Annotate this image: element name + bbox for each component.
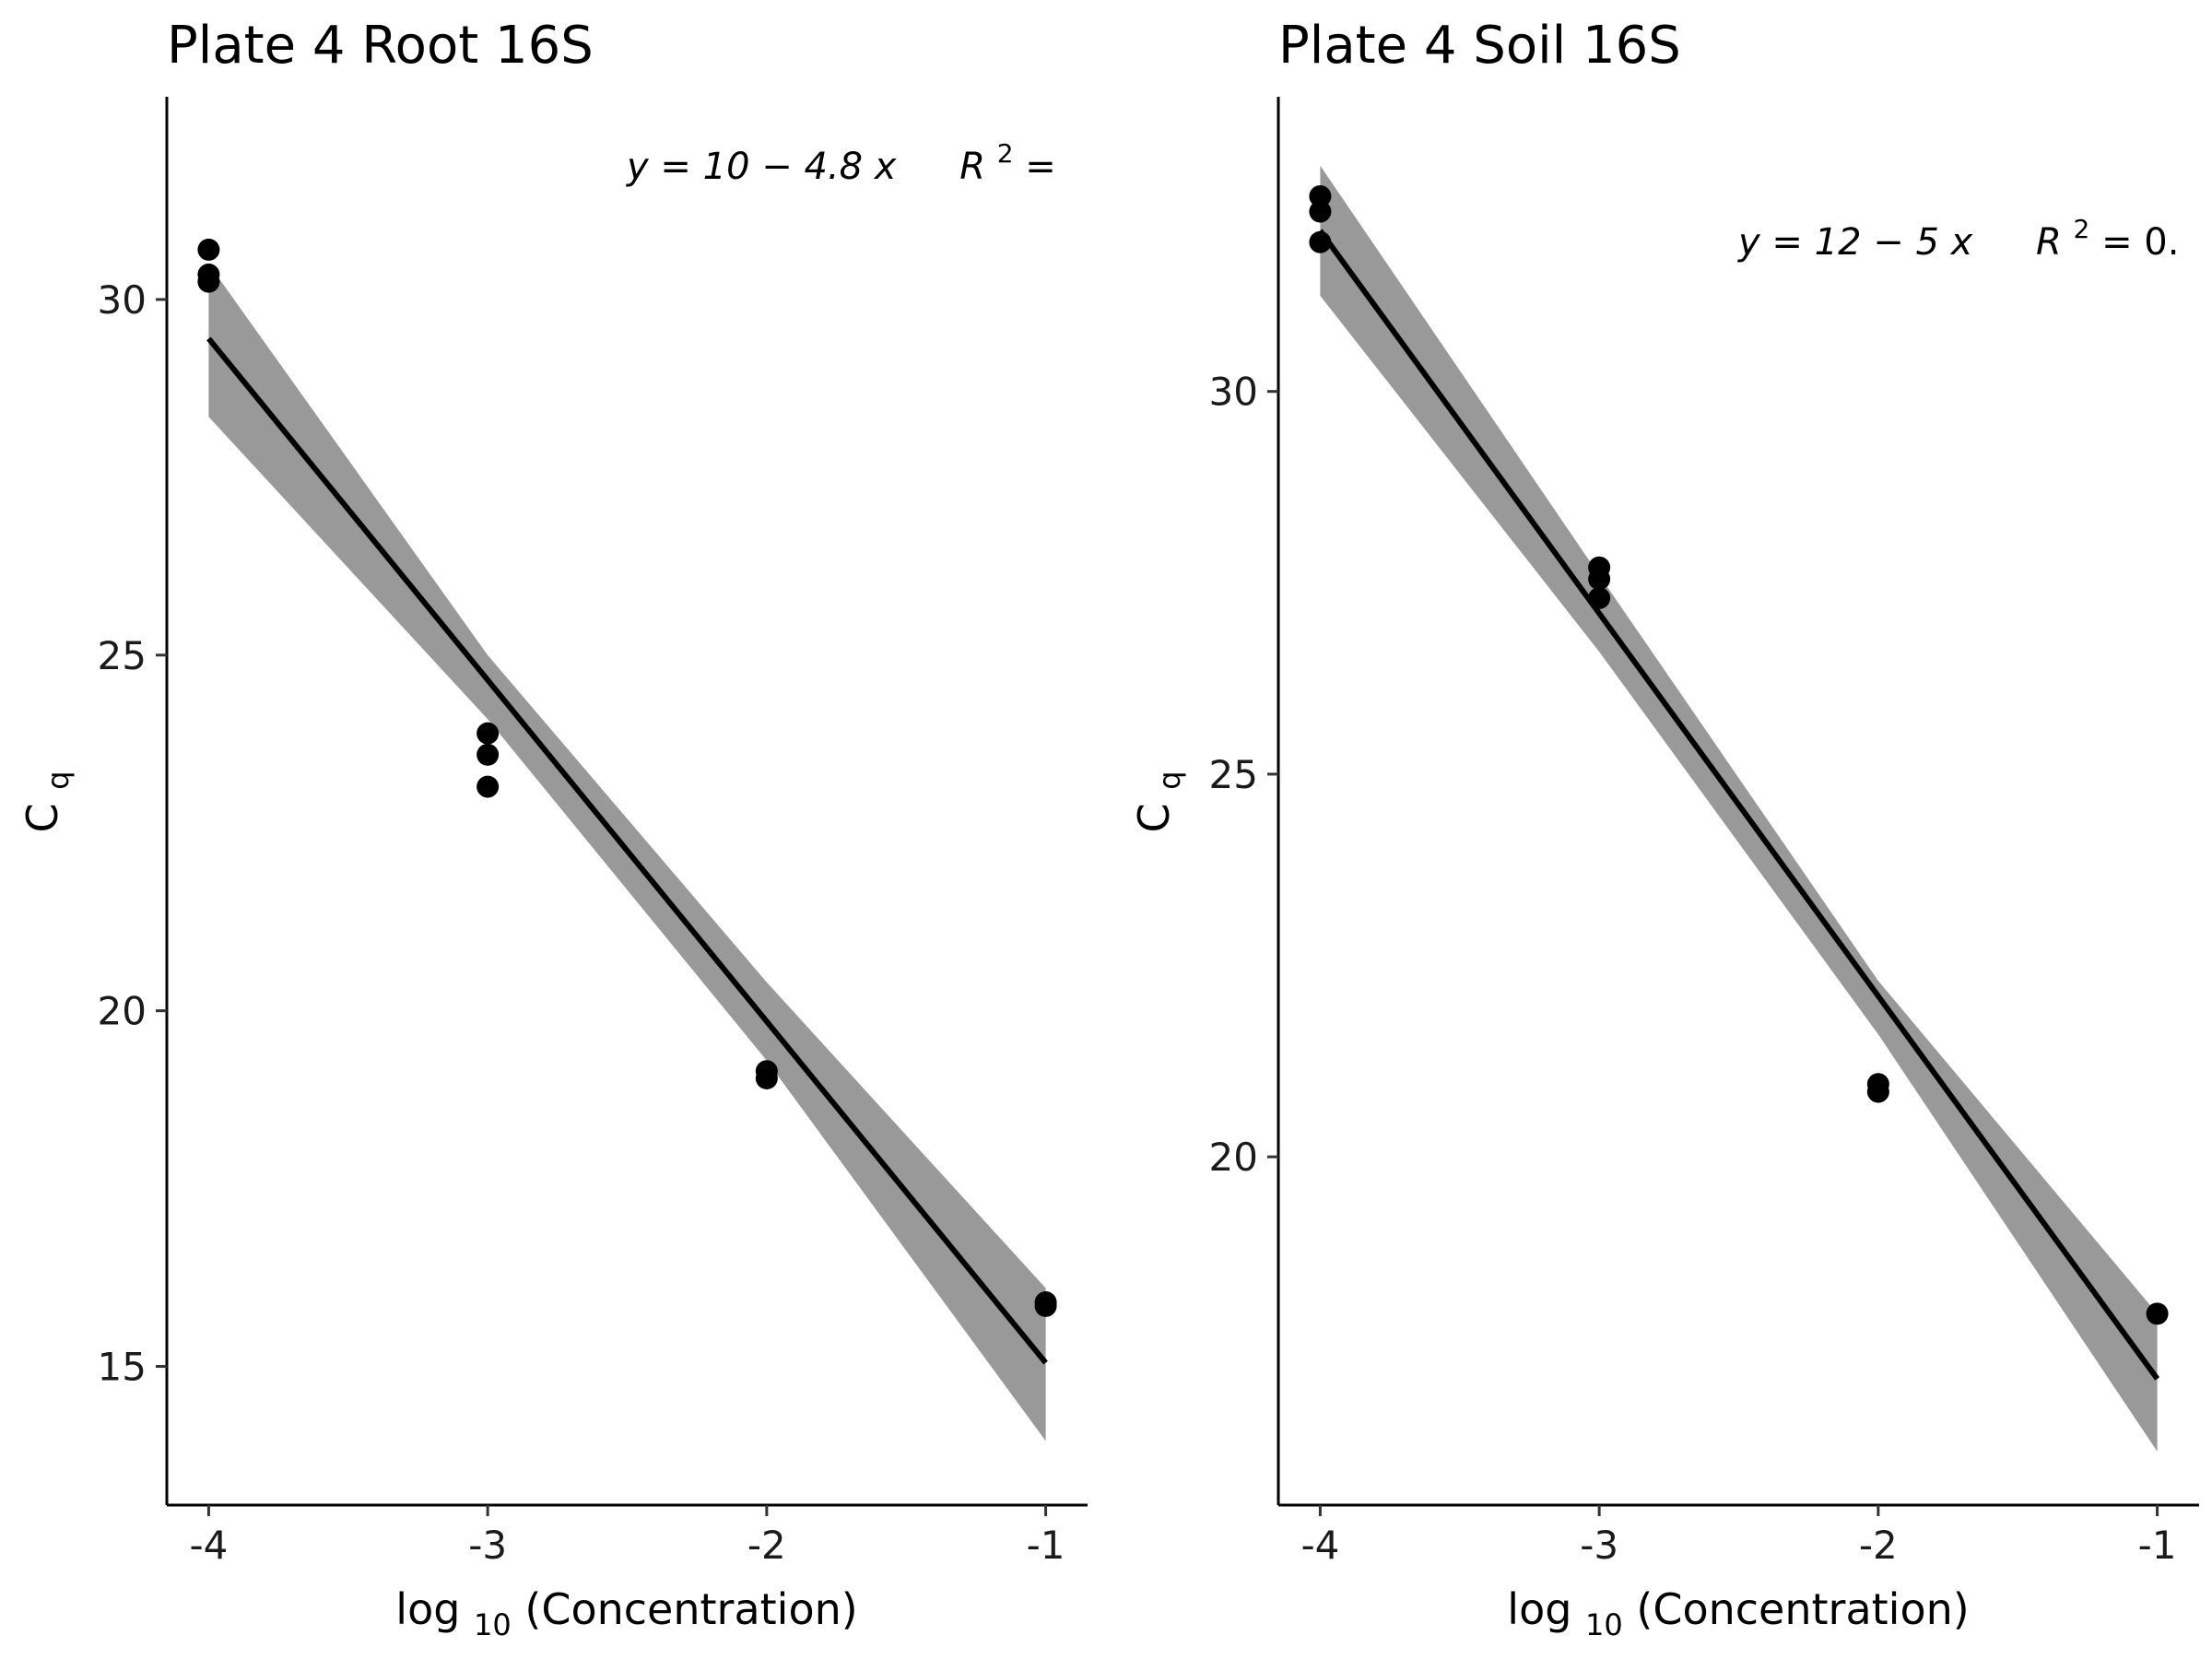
r2-superscript: 2 <box>997 138 1014 169</box>
equation-text: y = 12 − 5 x <box>1737 221 1973 264</box>
r2-symbol: R <box>2036 221 2062 264</box>
x-tick-label: -4 <box>189 1523 228 1568</box>
y-tick-label: 30 <box>98 277 147 323</box>
y-tick-label: 30 <box>1209 370 1258 415</box>
x-axis-label-subscript: 10 <box>1585 1607 1623 1642</box>
x-tick-label: -3 <box>468 1523 507 1568</box>
y-tick-label: 25 <box>1209 752 1258 797</box>
chart-title: Plate 4 Soil 16S <box>1278 16 1681 76</box>
x-tick-label: -1 <box>1027 1523 1065 1568</box>
r2-symbol: R <box>959 146 985 188</box>
data-point <box>197 270 220 293</box>
y-axis-label: C q <box>18 771 76 832</box>
x-axis-label-subscript: 10 <box>474 1607 512 1642</box>
y-axis-label-subscript: q <box>1152 771 1187 789</box>
x-axis-label-main: log <box>1507 1584 1571 1634</box>
y-axis-label: C q <box>1129 771 1187 832</box>
x-axis-label: log 10 (Concentration) <box>395 1584 857 1645</box>
y-tick-label: 20 <box>1209 1135 1258 1180</box>
equation-text: y = 10 − 4.8 x <box>626 146 897 188</box>
data-point <box>1866 1080 1889 1103</box>
y-tick-label: 20 <box>98 989 147 1034</box>
x-tick-label: -2 <box>747 1523 786 1568</box>
ticks-layer: -4 -3 -2 -1 20 25 30 <box>1209 370 2177 1568</box>
fit-line-layer <box>1317 229 2160 1381</box>
data-point <box>1034 1294 1057 1317</box>
data-point <box>1309 200 1332 223</box>
x-axis-label: log 10 (Concentration) <box>1507 1584 1969 1645</box>
regression-equation: y = 10 − 4.8 x R 2 = <box>626 129 1056 188</box>
data-point <box>477 743 500 766</box>
r2-superscript: 2 <box>2074 214 2090 244</box>
data-point <box>2146 1302 2169 1325</box>
data-point <box>1588 586 1611 609</box>
data-point <box>755 1066 778 1089</box>
r2-value: = 0. <box>2101 221 2179 264</box>
x-axis-label-rest: (Concentration) <box>1636 1584 1969 1634</box>
data-point <box>1309 184 1332 207</box>
y-tick-label: 25 <box>98 633 147 678</box>
y-axis-label-main: C <box>1129 803 1179 832</box>
chart-panel-soil: Plate 4 Soil 16S -4 -3 -2 -1 20 25 30 y = 12 −… <box>1112 0 2212 1659</box>
data-points-layer <box>1309 184 2169 1325</box>
x-axis-label-rest: (Concentration) <box>524 1584 857 1634</box>
data-points-layer <box>197 238 1057 1317</box>
data-point <box>1309 230 1332 253</box>
chart-title: Plate 4 Root 16S <box>167 16 594 76</box>
axes-layer <box>1277 97 2199 1507</box>
chart-root-svg: Plate 4 Root 16S -4 -3 -2 -1 15 20 25 30 y = 10… <box>18 16 1088 1645</box>
data-point <box>477 722 500 745</box>
regression-line <box>206 336 1048 1365</box>
data-point <box>197 238 220 261</box>
x-tick-label: -4 <box>1300 1523 1339 1568</box>
regression-line <box>1317 229 2160 1381</box>
r2-value: = <box>1025 146 1056 188</box>
x-tick-label: -3 <box>1580 1523 1618 1568</box>
x-tick-label: -1 <box>2138 1523 2177 1568</box>
y-axis-label-main: C <box>18 803 67 832</box>
chart-panel-root: Plate 4 Root 16S -4 -3 -2 -1 15 20 25 30 y = 10… <box>18 16 1088 1645</box>
regression-equation: y = 12 − 5 x R 2 = 0. <box>1737 205 2179 264</box>
y-tick-label: 15 <box>98 1345 147 1390</box>
axes-layer <box>165 97 1088 1507</box>
chart-soil-svg: Plate 4 Soil 16S -4 -3 -2 -1 20 25 30 y = 12 −… <box>1129 16 2199 1645</box>
data-point <box>477 775 500 798</box>
ticks-layer: -4 -3 -2 -1 15 20 25 30 <box>98 277 1065 1568</box>
fit-line-layer <box>206 336 1048 1365</box>
x-axis-label-main: log <box>395 1584 460 1634</box>
y-axis-label-subscript: q <box>41 771 76 789</box>
data-point <box>1588 568 1611 591</box>
x-tick-label: -2 <box>1859 1523 1898 1568</box>
